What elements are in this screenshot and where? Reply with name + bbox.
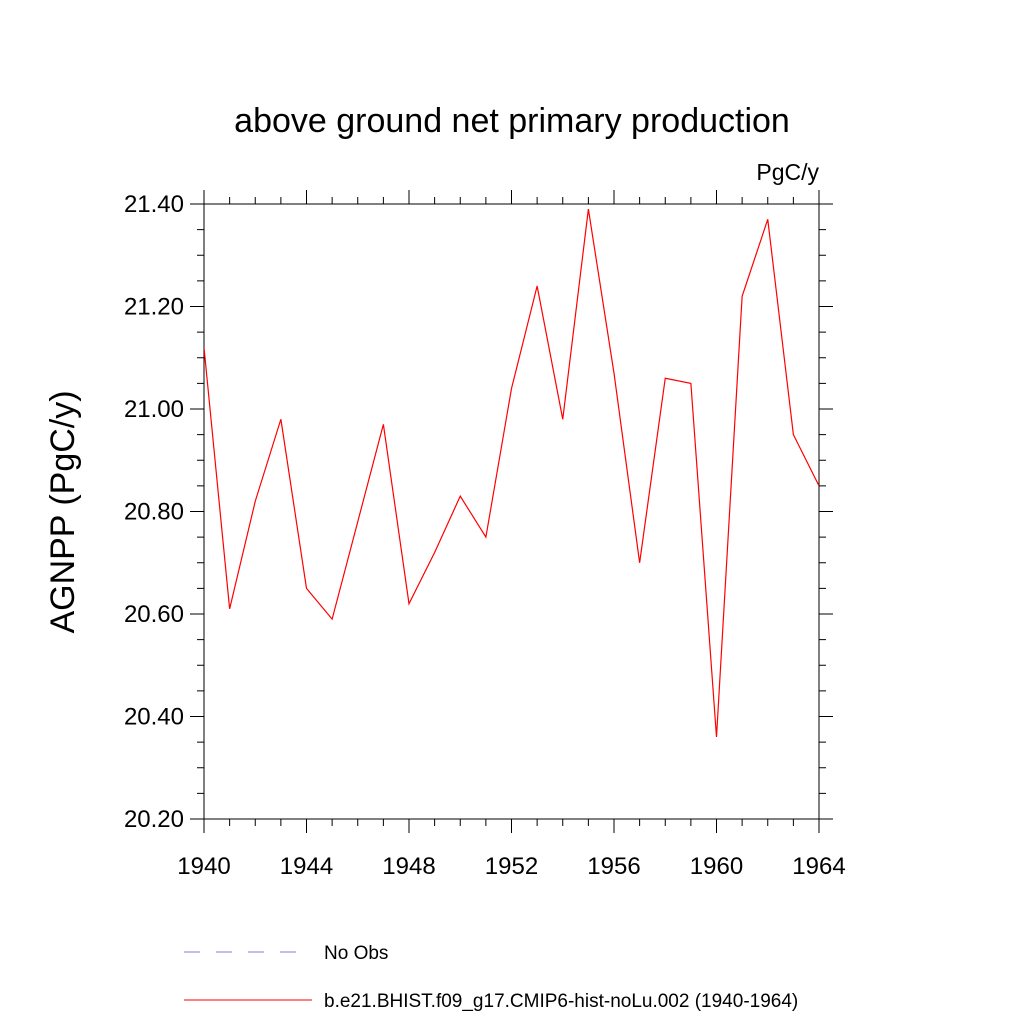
- legend: No Obs b.e21.BHIST.f09_g17.CMIP6-hist-noL…: [184, 943, 798, 1012]
- units-label: PgC/y: [756, 159, 819, 185]
- x-tick-label: 1964: [792, 853, 845, 880]
- y-tick-label: 20.60: [124, 601, 184, 628]
- chart-title: above ground net primary production: [234, 102, 790, 140]
- y-tick-label: 21.40: [124, 191, 184, 218]
- x-tick-label: 1944: [280, 853, 333, 880]
- series-line-1: [204, 209, 819, 738]
- y-tick-label: 21.20: [124, 294, 184, 321]
- series-layer: [204, 209, 819, 738]
- x-tick-label: 1948: [382, 853, 435, 880]
- y-axis-label: AGNPP (PgC/y): [44, 390, 82, 633]
- legend-label-1: b.e21.BHIST.f09_g17.CMIP6-hist-noLu.002 …: [324, 991, 798, 1012]
- y-tick-label: 21.00: [124, 396, 184, 423]
- plot-frame: [203, 203, 820, 820]
- y-tick-label: 20.20: [124, 806, 184, 833]
- x-tick-label: 1940: [177, 853, 230, 880]
- x-tick-label: 1952: [485, 853, 538, 880]
- axes: 20.20 20.40 20.60 20.80 21.00 21.20 21.40 1940 1…: [124, 190, 846, 880]
- y-tick-label: 20.40: [124, 704, 184, 731]
- legend-label-0: No Obs: [324, 943, 388, 964]
- x-tick-label: 1960: [690, 853, 743, 880]
- y-tick-label: 20.80: [124, 499, 184, 526]
- x-tick-label: 1956: [587, 853, 640, 880]
